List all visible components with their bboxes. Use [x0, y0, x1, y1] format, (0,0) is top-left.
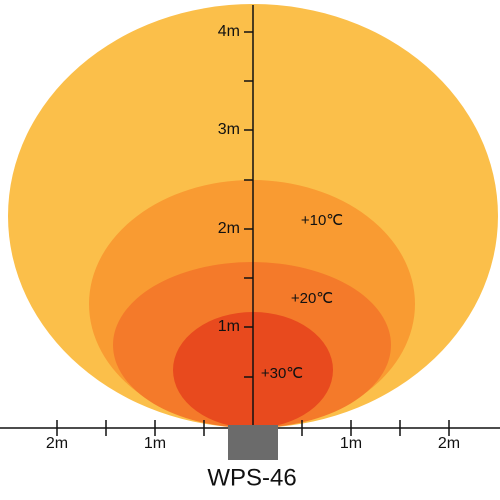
v-label: 1m: [218, 318, 240, 335]
v-label: 2m: [218, 220, 240, 237]
zone-label: +30℃: [261, 365, 303, 382]
vertical-ticks: [244, 31, 253, 378]
zone-label: +20℃: [291, 290, 333, 307]
h-label: 1m: [144, 435, 166, 452]
v-label: 4m: [218, 23, 240, 40]
v-label: 3m: [218, 121, 240, 138]
title: WPS-46: [207, 464, 296, 491]
horizontal-ticks: [56, 420, 450, 436]
h-label: 2m: [438, 435, 460, 452]
device: [228, 425, 278, 460]
h-label: 2m: [46, 435, 68, 452]
zone-label: +10℃: [301, 212, 343, 229]
h-label: 1m: [340, 435, 362, 452]
